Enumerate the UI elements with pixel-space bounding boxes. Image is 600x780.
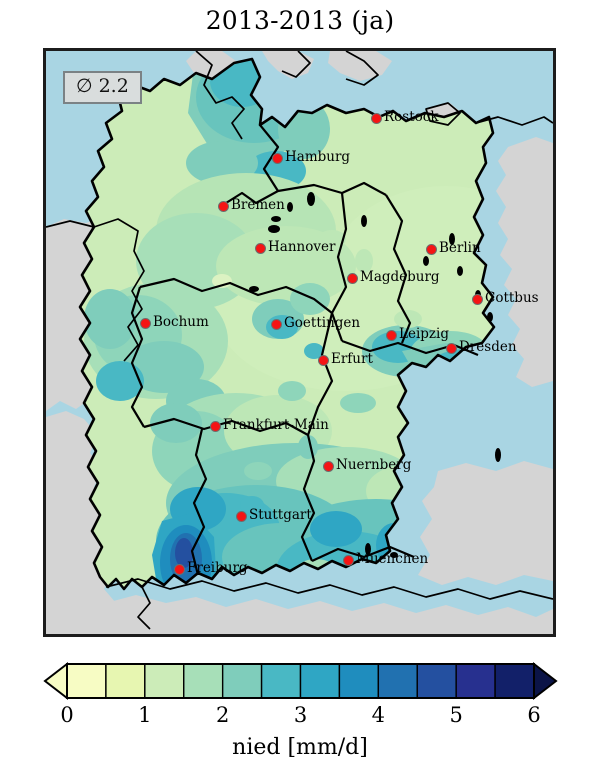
city-dot-icon bbox=[271, 152, 283, 164]
city-label: Hannover bbox=[268, 239, 336, 255]
colorbar[interactable]: 0 1 2 3 4 5 6 nied [mm/d] bbox=[0, 650, 600, 780]
precipitation-map bbox=[46, 51, 553, 634]
city-label: Hamburg bbox=[285, 149, 351, 165]
city-label: Erfurt bbox=[331, 351, 373, 367]
city-label: Muenchen bbox=[356, 551, 429, 567]
map-axes[interactable]: ∅ 2.2 Rostock Hamburg Bremen Hannover Berlin… bbox=[43, 48, 556, 637]
city-dot-icon bbox=[385, 329, 397, 341]
colorbar-tick-label: 5 bbox=[449, 703, 462, 727]
colorbar-bin bbox=[66, 663, 107, 699]
domain-average-badge: ∅ 2.2 bbox=[63, 71, 142, 104]
city-label: Rostock bbox=[384, 109, 439, 125]
city-label: Cottbus bbox=[485, 290, 539, 306]
city-dot-icon bbox=[209, 420, 221, 432]
map-canvas bbox=[46, 51, 553, 634]
colorbar-bin bbox=[299, 663, 341, 699]
colorbar-svg[interactable]: 0 1 2 3 4 5 6 bbox=[0, 650, 600, 740]
colorbar-bin bbox=[260, 663, 302, 699]
colorbar-bin bbox=[377, 663, 418, 699]
colorbar-tick-label: 2 bbox=[216, 703, 229, 727]
colorbar-bin bbox=[221, 663, 263, 699]
city-dot-icon bbox=[217, 200, 229, 212]
city-label: Magdeburg bbox=[360, 269, 440, 285]
colorbar-bin bbox=[183, 663, 224, 699]
city-dot-icon bbox=[254, 242, 266, 254]
city-dot-icon bbox=[173, 563, 185, 575]
city-dot-icon bbox=[317, 354, 329, 366]
city-label: Freiburg bbox=[187, 560, 248, 576]
page-title: 2013-2013 (ja) bbox=[205, 6, 395, 35]
city-label: Berlin bbox=[439, 240, 481, 256]
city-label: Goettingen bbox=[284, 315, 361, 331]
city-dot-icon bbox=[370, 112, 382, 124]
colorbar-tick-label: 6 bbox=[527, 703, 540, 727]
city-dot-icon bbox=[471, 293, 483, 305]
city-dot-icon bbox=[342, 554, 354, 566]
colorbar-tick-label: 3 bbox=[294, 703, 307, 727]
colorbar-bin bbox=[416, 663, 457, 699]
colorbar-label: nied [mm/d] bbox=[232, 735, 368, 760]
city-dot-icon bbox=[346, 272, 358, 284]
city-label: Bochum bbox=[153, 314, 209, 330]
city-label: Leipzig bbox=[399, 326, 449, 342]
city-dot-icon bbox=[139, 317, 151, 329]
city-dot-icon bbox=[270, 318, 282, 330]
city-dot-icon bbox=[322, 460, 334, 472]
colorbar-bin bbox=[494, 663, 535, 699]
city-dot-icon bbox=[445, 342, 457, 354]
city-label: Nuernberg bbox=[336, 457, 412, 473]
city-label: Bremen bbox=[231, 197, 285, 213]
colorbar-bin bbox=[144, 663, 185, 699]
colorbar-bin bbox=[455, 663, 496, 699]
colorbar-tick-label: 0 bbox=[60, 703, 73, 727]
colorbar-tick-label: 4 bbox=[372, 703, 385, 727]
city-label: Stuttgart bbox=[249, 507, 312, 523]
colorbar-tick-label: 1 bbox=[138, 703, 151, 727]
city-dot-icon bbox=[425, 243, 437, 255]
colorbar-bin bbox=[338, 663, 380, 699]
city-dot-icon bbox=[235, 510, 247, 522]
city-label: Dresden bbox=[459, 339, 517, 355]
city-label: Frankfurt-Main bbox=[223, 417, 329, 433]
colorbar-bin bbox=[105, 663, 146, 699]
domain-average-text: ∅ 2.2 bbox=[76, 75, 129, 97]
